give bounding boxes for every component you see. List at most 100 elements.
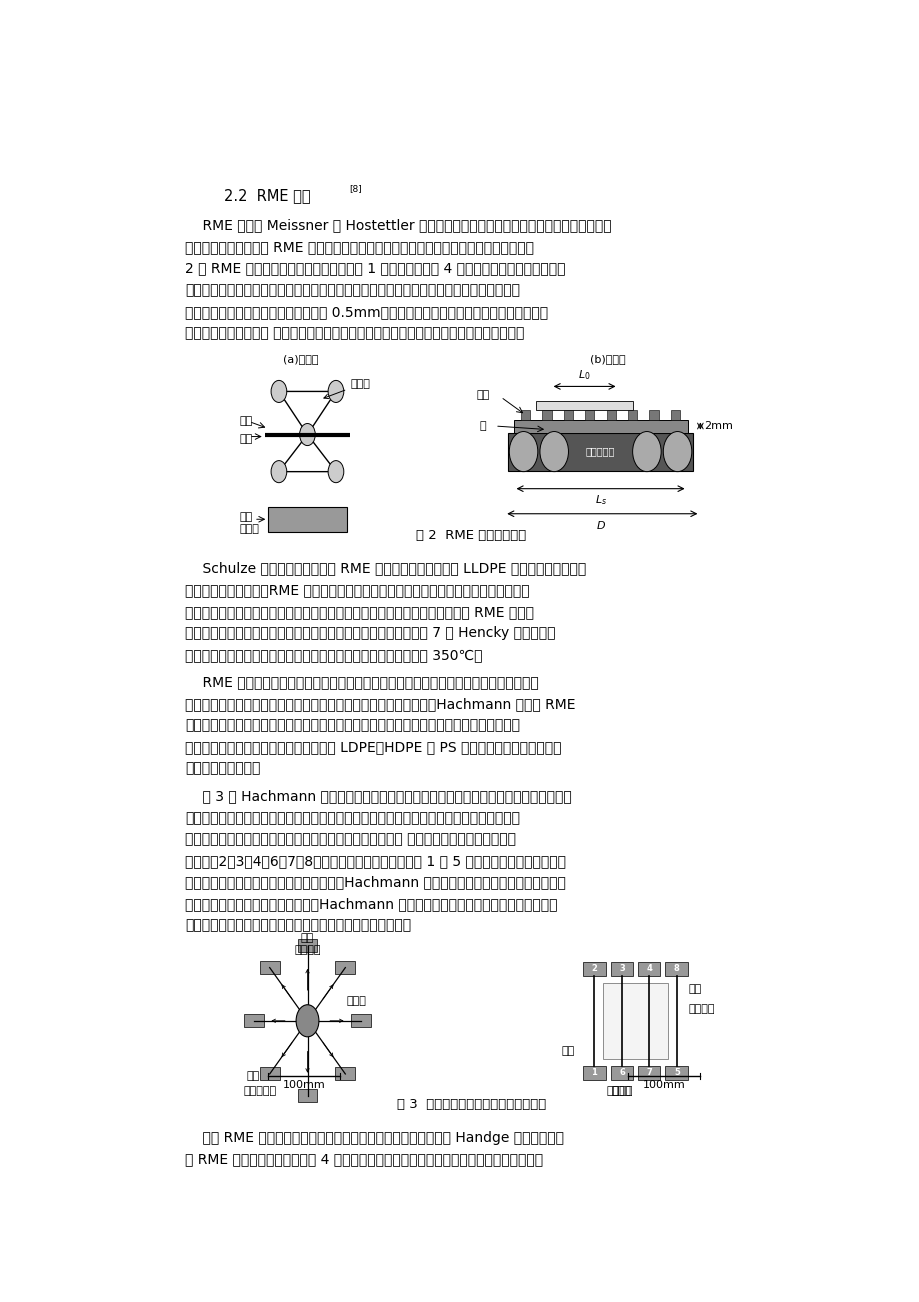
Text: 梯级: 梯级 <box>476 389 490 400</box>
Circle shape <box>300 423 315 445</box>
Text: 参考区域: 参考区域 <box>294 945 321 956</box>
Text: $D$: $D$ <box>595 518 605 531</box>
Text: 要区别在于夹具的摆放。对于等双轴测量，夹具呼圆周摆放，而对于平面测量，夹具则呼矩: 要区别在于夹具的摆放。对于等双轴测量，夹具呼圆周摆放，而对于平面测量，夹具则呼矩 <box>185 811 519 824</box>
Text: 图 3  等双轴及平面拉伸流变测量示意图: 图 3 等双轴及平面拉伸流变测量示意图 <box>396 1099 546 1112</box>
Text: 1: 1 <box>591 1069 596 1078</box>
Bar <box>584 410 594 419</box>
Bar <box>603 983 667 1059</box>
Circle shape <box>296 1005 319 1036</box>
Bar <box>670 410 679 419</box>
Bar <box>268 506 346 531</box>
Circle shape <box>328 380 344 402</box>
Text: (a)附视图: (a)附视图 <box>282 354 318 363</box>
Text: 工作台: 工作台 <box>240 525 259 534</box>
Bar <box>244 1014 264 1027</box>
Circle shape <box>328 461 344 483</box>
Text: 试样: 试样 <box>301 934 313 943</box>
Bar <box>542 410 551 419</box>
Text: 金属带: 金属带 <box>323 379 369 398</box>
Text: 剪刀: 剪刀 <box>246 1072 260 1081</box>
Text: 夹具互成反向转动，金属带由一个电加热炉驱动，带上有突起的梯级，用于拉伸试样；在靠: 夹具互成反向转动，金属带由一个电加热炉驱动，带上有突起的梯级，用于拉伸试样；在靠 <box>185 283 519 297</box>
Text: RME 技术由 Meissner 和 Hostettler 开发，是一种较为典型的聚合物燕体拉伸流变测量技: RME 技术由 Meissner 和 Hostettler 开发，是一种较为典型… <box>185 219 611 233</box>
Text: 变参数，结果合理。: 变参数，结果合理。 <box>185 762 260 776</box>
Text: 在 RME 上的快速淡冷装置。图 4 为该装置的示意图，它利用液氮将拉伸试样快速淡冷，并: 在 RME 上的快速淡冷装置。图 4 为该装置的示意图，它利用液氮将拉伸试样快速… <box>185 1152 542 1167</box>
Bar <box>259 1068 279 1081</box>
Text: 的旋转夹具，在高于室温的条件下测量了 LDPE、HDPE 和 PS 试样的等双轴和平面拉伸流: 的旋转夹具，在高于室温的条件下测量了 LDPE、HDPE 和 PS 试样的等双轴… <box>185 740 561 754</box>
Bar <box>628 410 637 419</box>
Text: 术。在其基础上开发的 RME 拉伸流变仪是目前应用较广的一种聚合物燕体拉伸流变仪。图: 术。在其基础上开发的 RME 拉伸流变仪是目前应用较广的一种聚合物燕体拉伸流变仪… <box>185 240 533 254</box>
Text: 样周围的加热空间，另一方面也可以有效地减小试样的用量。: 样周围的加热空间，另一方面也可以有效地减小试样的用量。 <box>185 918 411 932</box>
Text: 风动工作台: 风动工作台 <box>585 447 615 457</box>
Bar <box>637 1066 660 1079</box>
Text: 位置固定。除了使用金属带代替齿轮之外，Hachmann 还使用惰性气体取代油池来支持试样。: 位置固定。除了使用金属带代替齿轮之外，Hachmann 还使用惰性气体取代油池来… <box>185 875 565 889</box>
Text: 而且，由于采用惰性气体而不是油浴控制温度，操作温度可以达到 350℃。: 而且，由于采用惰性气体而不是油浴控制温度，操作温度可以达到 350℃。 <box>185 648 482 661</box>
Text: 到试样而引起测量误差 在带上还有两个稍微伸出的金属舌片，避免试样在测量过程中掉落。: 到试样而引起测量误差 在带上还有两个稍微伸出的金属舌片，避免试样在测量过程中掉落… <box>185 327 524 340</box>
Bar <box>606 410 615 419</box>
Text: 随着 RME 技术应用越来越广，还发展出了一些辅助装置。如由 Handge 等设计的安装: 随着 RME 技术应用越来越广，还发展出了一些辅助装置。如由 Handge 等设… <box>185 1131 563 1144</box>
Text: 2: 2 <box>591 965 596 973</box>
Text: $L_0$: $L_0$ <box>578 368 590 383</box>
Bar <box>297 1090 317 1103</box>
Text: 参考区域: 参考区域 <box>688 1004 715 1014</box>
Text: 图 2  RME 装置的示意图: 图 2 RME 装置的示意图 <box>416 530 526 543</box>
Text: 技术对其进行了改进，用金属带取代了原先测量仪中的齿轮，并结合了原测量方法中所使用: 技术对其进行了改进，用金属带取代了原先测量仪中的齿轮，并结合了原测量方法中所使用 <box>185 719 519 733</box>
Text: 剪刀: 剪刀 <box>561 1046 574 1056</box>
Text: 2 为 RME 拉伸流变仪的示意图。它主要由 1 个风动工作台和 4 个由金属带连接的夹具组成。: 2 为 RME 拉伸流变仪的示意图。它主要由 1 个风动工作台和 4 个由金属带… <box>185 262 565 276</box>
Text: 7: 7 <box>645 1069 652 1078</box>
Circle shape <box>539 431 568 471</box>
Text: (b)侧视图: (b)侧视图 <box>589 354 625 363</box>
Bar <box>664 962 687 975</box>
Text: 2mm: 2mm <box>703 421 732 431</box>
Text: 图 3 为 Hachmann 的等双轴及平面拉伸流变测量的示意图。等双轴测量和平面测量的主: 图 3 为 Hachmann 的等双轴及平面拉伸流变测量的示意图。等双轴测量和平… <box>185 789 571 803</box>
Text: 原先的等双轴拉伸和平面拉伸流变测量只能局限在室温条件下进行。Hachmann 等利用 RME: 原先的等双轴拉伸和平面拉伸流变测量只能局限在室温条件下进行。Hachmann 等… <box>185 697 574 711</box>
Text: 个夹具（2、3、4、6、7、8）的金属带等速转动，而夹具 1 和 5 保持不动，以保证试样侧面: 个夹具（2、3、4、6、7、8）的金属带等速转动，而夹具 1 和 5 保持不动，… <box>185 854 565 868</box>
Bar <box>513 419 686 432</box>
Text: 平面拉伸: 平面拉伸 <box>607 1086 633 1096</box>
Bar <box>637 962 660 975</box>
Bar <box>664 1066 687 1079</box>
Text: 4: 4 <box>645 965 652 973</box>
Circle shape <box>509 431 538 471</box>
Text: 试样: 试样 <box>240 434 253 444</box>
Text: Schulze 等在不同的地点采用 RME 测量仪对比循环测量了 LLDPE 的拉伸流变性能，各: Schulze 等在不同的地点采用 RME 测量仪对比循环测量了 LLDPE 的… <box>185 561 585 575</box>
Text: 3: 3 <box>618 965 624 973</box>
Text: 100mm: 100mm <box>282 1081 325 1091</box>
Text: 带取代了噌合齿轮，另一方面是采用氮气等惰性气体来控制温度。这些改进给 RME 带来不: 带取代了噌合齿轮，另一方面是采用氮气等惰性气体来控制温度。这些改进给 RME 带… <box>185 604 533 618</box>
Bar <box>335 961 355 974</box>
Bar <box>259 961 279 974</box>
Text: 5: 5 <box>674 1069 679 1078</box>
Text: 近试样两端有两个销，其直径比试样高 0.5mm，起间隔作用，防止拉伸前上部的金属带挡压: 近试样两端有两个销，其直径比试样高 0.5mm，起间隔作用，防止拉伸前上部的金属… <box>185 305 548 319</box>
Bar <box>582 962 605 975</box>
Circle shape <box>663 431 691 471</box>
Text: $L_s$: $L_s$ <box>594 493 606 508</box>
Bar <box>610 1066 632 1079</box>
Bar <box>520 410 529 419</box>
Text: RME 技术与其它技术结合可以用来测量等双轴及平面拉伸条件下燕体的拉伸流变性能。: RME 技术与其它技术结合可以用来测量等双轴及平面拉伸条件下燕体的拉伸流变性能。 <box>185 676 538 689</box>
Bar <box>563 410 573 419</box>
Text: 6: 6 <box>618 1069 624 1078</box>
Text: 相对于以往的等双轴及平面测量仪，Hachmann 的流变仪尺寸较小，一方面可以保证减小试: 相对于以往的等双轴及平面测量仪，Hachmann 的流变仪尺寸较小，一方面可以保… <box>185 897 557 911</box>
Circle shape <box>271 461 287 483</box>
Text: 舌片: 舌片 <box>240 417 253 427</box>
Text: 金属带: 金属带 <box>610 1086 630 1096</box>
Text: 2.2  RME 技术: 2.2 RME 技术 <box>224 189 311 203</box>
Bar <box>335 1068 355 1081</box>
Text: 销: 销 <box>480 421 486 431</box>
Text: 金属带: 金属带 <box>346 996 366 1005</box>
Text: 少优点，如它只需很少的材料就可进行测试，拉伸范围大，可达到 7 个 Hencky 应变单位，: 少优点，如它只需很少的材料就可进行测试，拉伸范围大，可达到 7 个 Hencky… <box>185 626 555 641</box>
Text: 地所得结果吻合良好。RME 技术相比之前技术的改进主要在两个方面：一方面是金属传送: 地所得结果吻合良好。RME 技术相比之前技术的改进主要在两个方面：一方面是金属传… <box>185 583 529 598</box>
Text: 试样: 试样 <box>688 984 701 993</box>
Text: 8: 8 <box>674 965 679 973</box>
Circle shape <box>632 431 661 471</box>
Circle shape <box>271 380 287 402</box>
Text: [8]: [8] <box>348 185 361 193</box>
Bar <box>582 1066 605 1079</box>
Text: 100mm: 100mm <box>642 1081 685 1091</box>
Bar <box>536 401 632 410</box>
Bar <box>649 410 658 419</box>
Text: 等双轴拉伸: 等双轴拉伸 <box>243 1086 277 1096</box>
Bar <box>507 432 693 470</box>
Bar <box>610 962 632 975</box>
Bar <box>297 939 317 952</box>
Text: 形摆放。在等双轴测量过程中，所有夹具的金属带等速转动 在平面测量过程中，其中的六: 形摆放。在等双轴测量过程中，所有夹具的金属带等速转动 在平面测量过程中，其中的六 <box>185 832 516 846</box>
